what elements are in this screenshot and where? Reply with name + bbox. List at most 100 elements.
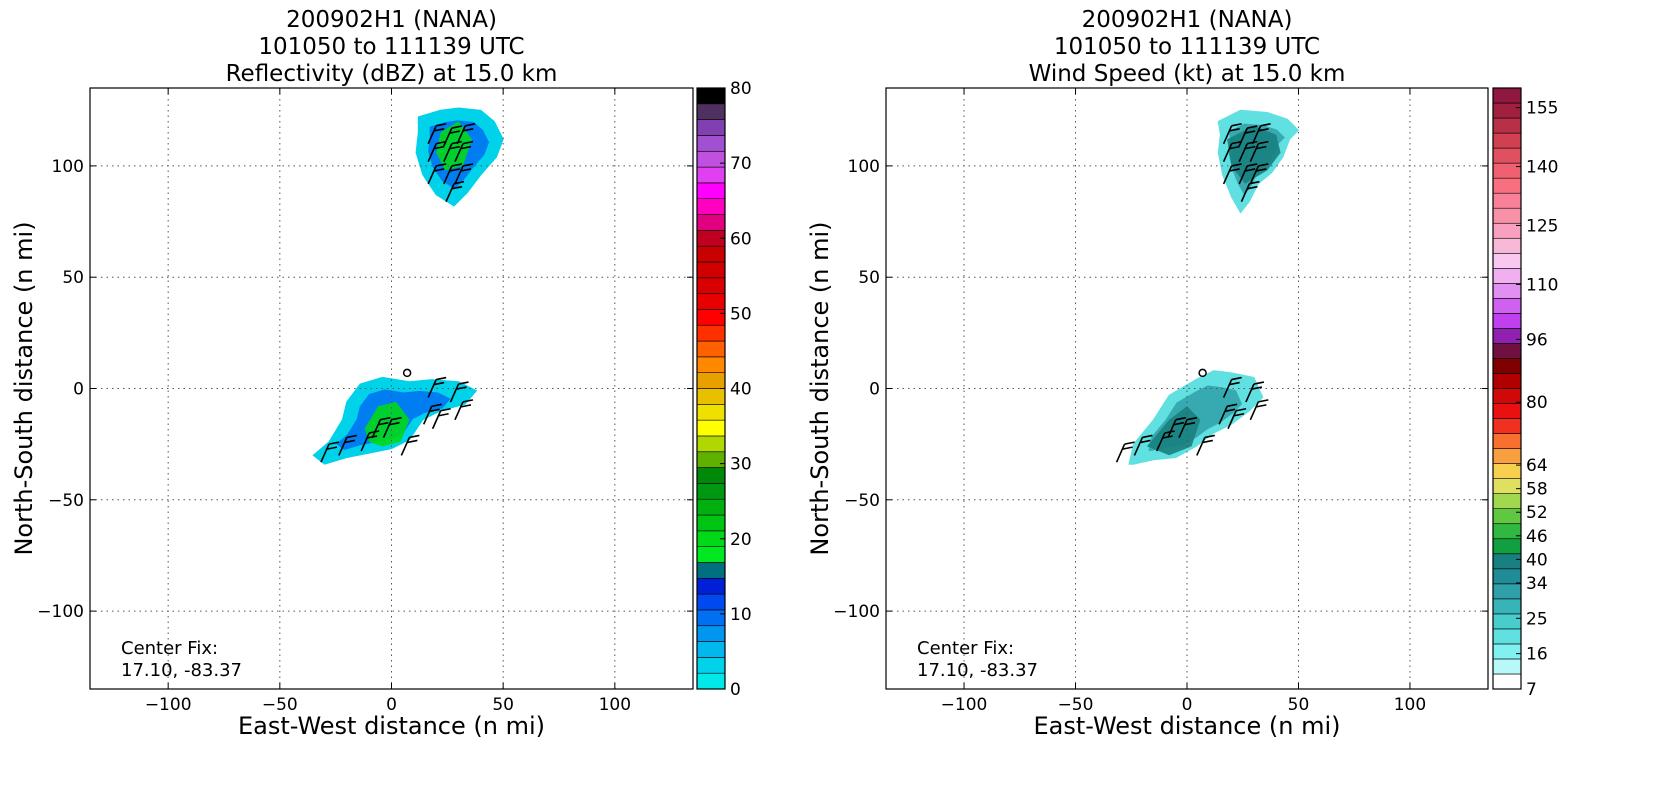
chart-title-line: 101050 to 111139 UTC — [258, 34, 524, 60]
barb-flag — [1251, 386, 1263, 390]
center-marker — [1198, 368, 1207, 378]
colorbar-segment — [1492, 628, 1522, 645]
colorbar-segment — [696, 214, 726, 231]
wind-barb — [454, 163, 474, 185]
y-tick-label: 50 — [62, 268, 84, 288]
barb-flag — [1249, 180, 1260, 185]
barb-staff — [427, 379, 437, 398]
center-fix-value: 17.10, -83.37 — [917, 660, 1038, 681]
x-tick-label: 50 — [492, 695, 514, 715]
colorbar-segment — [696, 467, 726, 484]
barb-flag — [1258, 399, 1269, 403]
colorbar-segment — [696, 372, 726, 389]
colorbar-segment — [1492, 583, 1522, 600]
barb-flag — [453, 180, 465, 185]
center-fix-label: Center Fix: — [917, 638, 1014, 659]
barb-flag — [1245, 130, 1256, 134]
wind-barb — [1245, 381, 1265, 403]
y-tick-label: −100 — [37, 602, 84, 622]
colorbar-segment — [696, 198, 726, 215]
barb-staff — [1178, 419, 1188, 438]
wind-barb — [400, 434, 420, 456]
colorbar-segment — [696, 182, 726, 200]
barb-flag — [1258, 128, 1269, 132]
colorbar-segment — [696, 135, 726, 152]
barb-flag — [436, 376, 447, 381]
colorbar-tick-label: 70 — [730, 154, 752, 174]
barb-flag — [1231, 163, 1242, 167]
wind-barb — [1178, 416, 1198, 438]
y-tick-label: 100 — [848, 157, 880, 177]
colorbar-tick-label: 16 — [1526, 645, 1548, 665]
x-tick-label: 50 — [1288, 695, 1310, 715]
barb-flag — [1186, 416, 1198, 421]
colorbar-segment — [1492, 298, 1522, 314]
barb-staff — [320, 443, 330, 463]
barb-staff — [1222, 379, 1233, 398]
barb-flag — [1224, 408, 1236, 413]
barb-staff — [422, 405, 433, 425]
barb-flag — [1258, 140, 1269, 145]
colorbar-segment — [1492, 132, 1522, 149]
chart-title-line: 200902H1 (NANA) — [1082, 7, 1293, 33]
colorbar-segment — [696, 419, 726, 437]
y-tick-label: 100 — [52, 157, 84, 177]
colorbar-segment — [696, 514, 726, 532]
barb-flag — [449, 130, 460, 134]
x-tick-label: −100 — [145, 695, 192, 715]
colorbar-segment — [1492, 418, 1522, 434]
wind-barb — [382, 416, 402, 438]
wind-barb — [443, 125, 462, 147]
barb-staff — [1227, 410, 1237, 430]
colorbar-segment — [696, 593, 726, 611]
barb-flag — [344, 439, 355, 444]
barb-flag — [1184, 421, 1196, 426]
barb-staff — [454, 401, 464, 421]
barb-flag — [465, 123, 476, 127]
wind-barb — [1251, 123, 1271, 145]
barb-flag — [1229, 168, 1240, 172]
barb-flag — [1229, 381, 1240, 386]
wind-barb — [427, 123, 447, 145]
barb-staff — [449, 383, 460, 403]
colorbar-tick-label: 64 — [1526, 456, 1548, 476]
colorbar-segment — [696, 672, 726, 690]
barb-flag — [462, 399, 474, 403]
barb-staff — [338, 437, 348, 456]
colorbar-segment — [1492, 568, 1522, 585]
colorbar-tick-label: 30 — [730, 455, 752, 475]
colorbar-segment — [1492, 673, 1522, 690]
barb-flag — [449, 168, 460, 172]
colorbar-segment — [1492, 373, 1522, 389]
colorbar-segment — [696, 562, 726, 579]
barb-flag — [1245, 145, 1256, 150]
colorbar-segment — [1492, 613, 1522, 630]
wind-barb — [427, 376, 447, 398]
barb-staff — [443, 143, 453, 162]
barb-flag — [463, 128, 474, 132]
colorbar-segment — [1492, 283, 1522, 299]
barb-flag — [1173, 421, 1185, 426]
wind-barb — [1249, 140, 1269, 162]
colorbar-segment — [696, 150, 726, 168]
barb-staff — [1222, 143, 1233, 162]
barb-flag — [451, 140, 462, 145]
colorbar-segment — [696, 356, 726, 373]
barb-flag — [429, 408, 440, 413]
colorbar-segment — [1492, 388, 1522, 404]
x-axis-label: East-West distance (n mi) — [1033, 712, 1340, 740]
barb-flag — [1233, 412, 1245, 417]
x-tick-label: 0 — [386, 695, 397, 715]
colorbar-segment — [1492, 493, 1522, 509]
barb-staff — [1249, 165, 1260, 185]
wind-barb — [1155, 430, 1175, 452]
barb-staff — [443, 165, 453, 185]
colorbar-tick-label: 80 — [730, 79, 752, 99]
barb-staff — [1249, 401, 1260, 421]
barb-flag — [369, 430, 380, 434]
colorbar-tick-label: 0 — [730, 680, 741, 700]
barb-staff — [382, 419, 393, 438]
colorbar-segment — [696, 245, 726, 263]
barb-flag — [434, 128, 445, 132]
barb-flag — [436, 140, 447, 145]
